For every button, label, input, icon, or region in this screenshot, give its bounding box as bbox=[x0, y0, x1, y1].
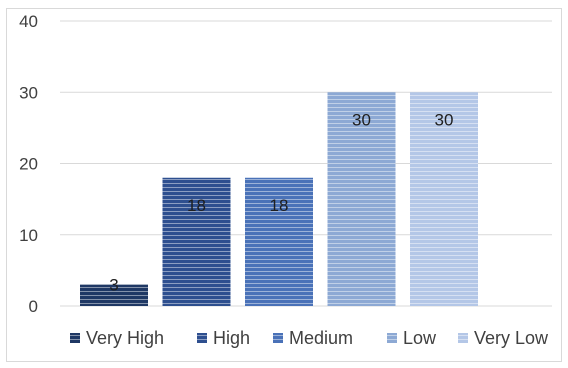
data-label-very-high: 3 bbox=[109, 276, 118, 295]
legend-label-medium: Medium bbox=[289, 328, 353, 348]
y-tick-label-30: 30 bbox=[19, 83, 38, 102]
bar-very-high bbox=[80, 284, 148, 306]
y-tick-label-10: 10 bbox=[19, 226, 38, 245]
bar-medium bbox=[245, 177, 313, 306]
legend-swatch-medium bbox=[273, 333, 283, 343]
legend-label-low: Low bbox=[403, 328, 437, 348]
data-label-very-low: 30 bbox=[435, 110, 454, 129]
legend-label-very-low: Very Low bbox=[474, 328, 549, 348]
legend-swatch-very-high bbox=[70, 333, 80, 343]
y-tick-label-40: 40 bbox=[19, 12, 38, 31]
data-label-low: 30 bbox=[352, 110, 371, 129]
bar-low bbox=[327, 92, 396, 306]
legend-swatch-high bbox=[197, 333, 207, 343]
data-label-high: 18 bbox=[187, 196, 206, 215]
bar-very-low bbox=[410, 92, 478, 306]
data-label-medium: 18 bbox=[270, 196, 289, 215]
y-tick-label-20: 20 bbox=[19, 155, 38, 174]
legend-label-very-high: Very High bbox=[86, 328, 164, 348]
y-tick-label-0: 0 bbox=[29, 297, 38, 316]
legend-label-high: High bbox=[213, 328, 250, 348]
legend-swatch-low bbox=[387, 333, 397, 343]
legend-swatch-very-low bbox=[458, 333, 468, 343]
bar-high bbox=[162, 177, 231, 306]
